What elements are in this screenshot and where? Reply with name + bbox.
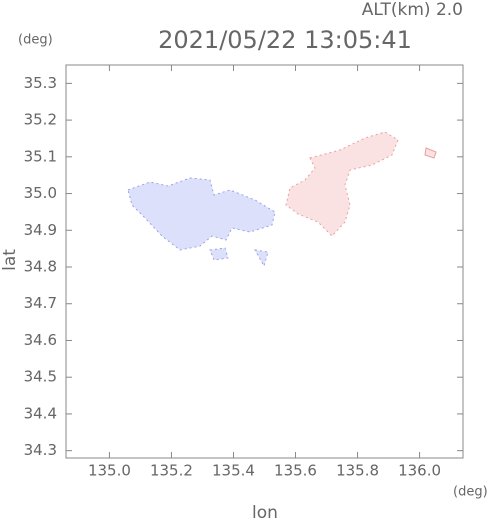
y-unit: (deg) bbox=[18, 33, 53, 48]
y-axis-label: lat bbox=[0, 249, 20, 271]
y-tick-label: 34.6 bbox=[24, 331, 57, 349]
echo-regions bbox=[127, 131, 437, 268]
x-tick-label: 135.2 bbox=[150, 462, 193, 480]
x-axis-label: lon bbox=[252, 503, 278, 521]
x-tick-label: 135.8 bbox=[336, 462, 379, 480]
y-tick-label: 35.3 bbox=[24, 74, 57, 92]
x-tick-label: 135.0 bbox=[88, 462, 131, 480]
x-tick-label: 135.4 bbox=[212, 462, 255, 480]
pink-echo bbox=[285, 131, 399, 237]
x-tick-label: 136.0 bbox=[398, 462, 441, 480]
y-tick-label: 35.1 bbox=[24, 147, 57, 165]
y-tick-label: 35.2 bbox=[24, 111, 57, 129]
y-tick-label: 34.5 bbox=[24, 368, 57, 386]
y-tick-label: 34.3 bbox=[24, 441, 57, 459]
y-tick-label: 35.0 bbox=[24, 184, 57, 202]
y-tick-label: 34.4 bbox=[24, 404, 57, 422]
blue-echo bbox=[209, 247, 269, 268]
chart-title: 2021/05/22 13:05:41 bbox=[158, 26, 412, 54]
blue-echo bbox=[127, 177, 276, 251]
x-tick-label: 135.6 bbox=[274, 462, 317, 480]
subtitle: ALT(km) 2.0 bbox=[362, 0, 463, 20]
pink-echo bbox=[424, 147, 437, 159]
x-unit: (deg) bbox=[453, 485, 488, 500]
y-tick-label: 34.9 bbox=[24, 221, 57, 239]
y-tick-label: 34.7 bbox=[24, 294, 57, 312]
y-tick-label: 34.8 bbox=[24, 258, 57, 276]
plot-frame bbox=[65, 64, 464, 459]
